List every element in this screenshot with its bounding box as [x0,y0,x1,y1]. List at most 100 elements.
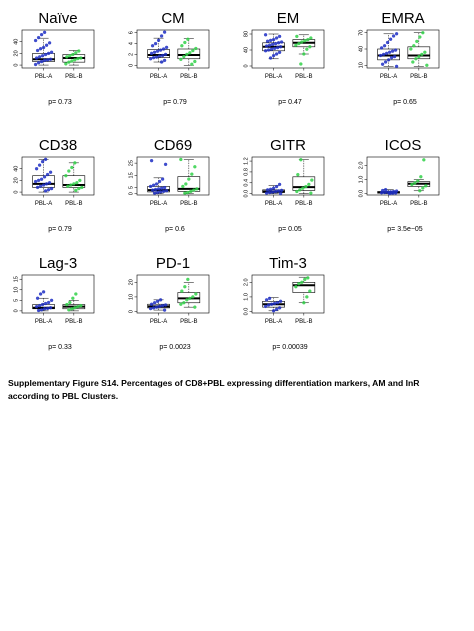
data-point [70,59,74,63]
data-point [385,190,390,194]
data-point [184,182,188,186]
data-point [148,57,153,61]
data-point [74,51,78,55]
p-value: p= 3.5e−05 [387,226,423,233]
data-point [149,302,154,306]
y-tick-label: 4 [129,42,135,45]
data-point [151,306,156,310]
data-point [34,56,39,60]
data-point [295,34,299,39]
data-point [302,52,306,56]
data-point [39,308,44,312]
data-point [161,47,166,51]
data-point [424,184,428,188]
data-point [33,62,38,67]
data-point [157,179,162,184]
data-point [156,38,161,42]
panel-title: ICOS [385,137,422,154]
y-tick-label: 5 [14,299,20,302]
data-point [274,36,279,40]
panel-4: EMRA 10 40 70 PBL-A PBL-B p= 0.65 [359,10,440,106]
data-point [273,189,278,194]
data-point [190,62,194,66]
data-point [149,159,154,163]
panel-title: CD69 [154,137,192,154]
data-point [156,187,161,191]
data-point [189,189,193,193]
data-point [188,296,192,301]
data-point [274,52,279,56]
data-point [381,52,386,57]
data-point [47,41,52,45]
data-point [73,58,77,62]
panel-title: EMRA [381,10,424,27]
data-point [193,59,197,64]
y-tick-label: 0 [129,64,135,67]
data-point [45,306,50,311]
data-point [38,184,43,188]
y-tick-label: 0.4 [244,179,250,187]
y-tick-label: 2.0 [244,278,250,286]
y-tick-label: 1.0 [244,293,250,301]
x-category-label: PBL-A [380,74,397,80]
data-point [296,172,300,177]
data-point [391,34,396,38]
data-point [163,162,168,167]
panel-title: CM [161,10,184,27]
panel-title: EM [277,10,300,27]
x-category-label: PBL-A [150,319,167,325]
plot-frame [136,29,210,69]
data-point [157,304,162,309]
y-tick-label: 0 [244,64,250,67]
y-tick-label: 20 [14,50,20,56]
data-point [71,296,75,300]
data-point [64,174,68,178]
p-value: p= 0.05 [278,226,302,233]
y-tick-label: 20 [129,279,135,285]
data-point [267,296,272,301]
data-point [271,53,276,58]
figure-caption: Supplementary Figure S14. Percentages of… [8,378,420,401]
y-tick-label: 10 [14,287,20,293]
data-point [300,280,304,284]
data-point [417,54,421,59]
data-point [39,177,44,181]
panel-7: GITR 0.0 0.4 0.8 1.2 PBL-A PBL-B p= 0.05 [244,137,325,233]
y-tick-label: 0.8 [244,168,250,176]
data-point [193,305,197,309]
x-category-label: PBL-A [380,201,397,207]
data-point [264,191,269,195]
y-tick-label: 20 [14,177,20,183]
x-category-label: PBL-B [410,74,427,80]
data-point [49,186,54,191]
data-point [275,301,280,305]
data-point [306,276,310,280]
data-point [278,45,283,49]
data-point [46,300,51,305]
data-point [192,188,196,192]
y-tick-label: 2.0 [359,162,365,170]
data-point [383,60,388,64]
data-point [274,184,279,189]
data-point [42,30,47,34]
plot-frame [21,29,95,69]
data-point [183,40,187,45]
data-point [266,48,271,52]
data-point [193,165,197,169]
y-tick-label: 70 [359,30,365,36]
data-point [68,300,72,305]
y-tick-label: 80 [244,31,250,37]
panel-6: CD69 0 5 15 25 PBL-A PBL-B p= 0.6 [129,137,210,233]
data-point [150,44,155,48]
data-point [149,51,154,55]
data-point [294,43,298,47]
data-point [67,308,71,312]
data-point [268,56,273,60]
data-point [164,189,169,193]
data-point [390,49,395,53]
data-point [267,43,272,47]
data-point [44,182,49,186]
x-category-label: PBL-B [180,319,197,325]
data-point [155,299,160,303]
panel-9: Lag-3 0 5 10 15 PBL-A PBL-B p= 0.33 [14,255,95,351]
